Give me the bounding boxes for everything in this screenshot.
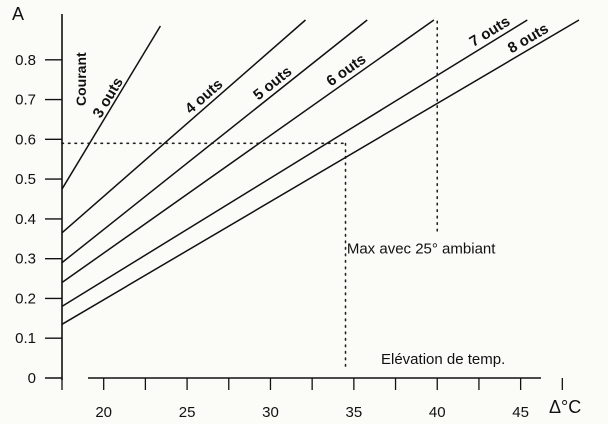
y-tick-label: 0.8 — [15, 52, 36, 69]
y-tick-label: 0.3 — [15, 251, 36, 268]
y-axis-unit: A — [12, 4, 24, 24]
x-axis-unit: Δ°C — [549, 397, 581, 417]
x-tick-label: 25 — [179, 404, 196, 421]
series-line-5-outs — [61, 19, 368, 264]
x-tick-label: 40 — [429, 404, 446, 421]
series-line-7-outs — [61, 19, 528, 308]
x-tick-label: 35 — [346, 404, 363, 421]
series-label: 4 outs — [182, 76, 226, 118]
series-line-3-outs — [61, 25, 162, 190]
y-tick-label: 0.1 — [15, 330, 36, 347]
max-ambient-annotation: Max avec 25° ambiant — [347, 241, 496, 258]
x-tick-label: 45 — [512, 404, 529, 421]
series-line-6-outs — [61, 19, 435, 284]
series-line-8-outs — [61, 19, 580, 325]
y-tick-label: 0.2 — [15, 290, 36, 307]
y-tick-label: 0 — [28, 370, 36, 387]
chart-text: A Courant Elévation de temp. Δ°C Max ave… — [12, 4, 581, 417]
series-line-4-outs — [61, 19, 306, 234]
x-axis-label: Elévation de temp. — [381, 351, 505, 368]
axes: 0 0.1 0.2 0.3 0.4 0.5 0.6 0.7 0.8 20 25 30 35 40 45 — [15, 14, 563, 421]
x-tick-label: 20 — [95, 404, 112, 421]
y-axis-label: Courant — [73, 52, 89, 106]
series-label: 3 outs — [89, 74, 126, 121]
x-tick-label: 30 — [262, 404, 279, 421]
y-tick-label: 0.7 — [15, 92, 36, 109]
y-tick-label: 0.4 — [15, 211, 36, 228]
reference-lines — [61, 19, 439, 367]
y-tick-label: 0.5 — [15, 171, 36, 188]
y-tick-label: 0.6 — [15, 131, 36, 148]
